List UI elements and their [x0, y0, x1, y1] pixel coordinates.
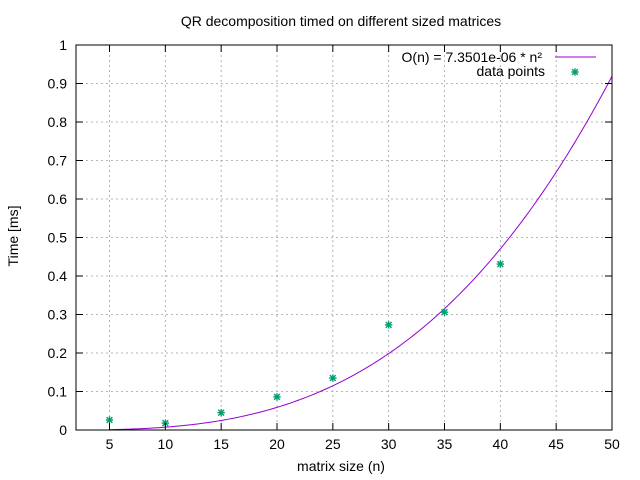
data-point	[384, 321, 393, 329]
x-tick-label: 10	[158, 436, 174, 452]
marker-stroke	[329, 374, 337, 382]
y-tick-label: 0.6	[48, 191, 68, 207]
marker-stroke	[571, 68, 579, 76]
y-tick-label: 0.7	[48, 153, 68, 169]
marker-stroke	[496, 260, 504, 268]
y-tick-label: 0.5	[48, 230, 68, 246]
marker-stroke	[217, 409, 225, 417]
chart-title: QR decomposition timed on different size…	[181, 13, 501, 29]
y-tick-label: 0.3	[48, 307, 68, 323]
y-tick-label: 1	[59, 37, 67, 53]
y-tick-label: 0.2	[48, 345, 68, 361]
x-axis-label: matrix size (n)	[297, 458, 385, 474]
y-tick-label: 0.8	[48, 114, 68, 130]
data-point	[329, 374, 337, 382]
plot-series	[105, 76, 612, 430]
x-tick-label: 50	[604, 436, 620, 452]
x-tick-label: 20	[269, 436, 285, 452]
data-point	[105, 416, 114, 424]
legend-label-data: data points	[477, 63, 546, 79]
y-tick-label: 0.9	[48, 76, 68, 92]
x-tick-label: 30	[381, 436, 397, 452]
x-tick-label: 45	[548, 436, 564, 452]
y-axis-label: Time [ms]	[5, 206, 21, 267]
grid-lines	[76, 45, 612, 430]
data-point	[496, 260, 505, 268]
x-tick-label: 5	[106, 436, 114, 452]
legend-swatch-data	[571, 68, 579, 76]
marker-stroke	[441, 308, 448, 316]
legend-data-marker	[571, 68, 579, 76]
data-point	[440, 308, 449, 316]
marker-stroke	[273, 393, 281, 401]
x-tick-label: 15	[213, 436, 229, 452]
marker-stroke	[106, 416, 113, 424]
y-tick-label: 0	[59, 422, 67, 438]
y-tick-label: 0.4	[48, 268, 68, 284]
legend: O(n) = 7.3501e-06 * n² data points	[402, 49, 596, 79]
legend-label-fit: O(n) = 7.3501e-06 * n²	[402, 49, 543, 65]
axis-ticks: 5 10 15 20 25 30 35 40 45 50 0 0.1 0.2 0.3 0.4 0.5 0.6 0.…	[48, 37, 620, 452]
y-tick-label: 0.1	[48, 384, 68, 400]
x-tick-label: 35	[437, 436, 453, 452]
data-point	[217, 408, 225, 417]
fit-curve	[109, 76, 612, 430]
x-tick-label: 25	[325, 436, 341, 452]
x-tick-label: 40	[493, 436, 509, 452]
marker-stroke	[385, 321, 393, 329]
data-point	[273, 393, 281, 401]
